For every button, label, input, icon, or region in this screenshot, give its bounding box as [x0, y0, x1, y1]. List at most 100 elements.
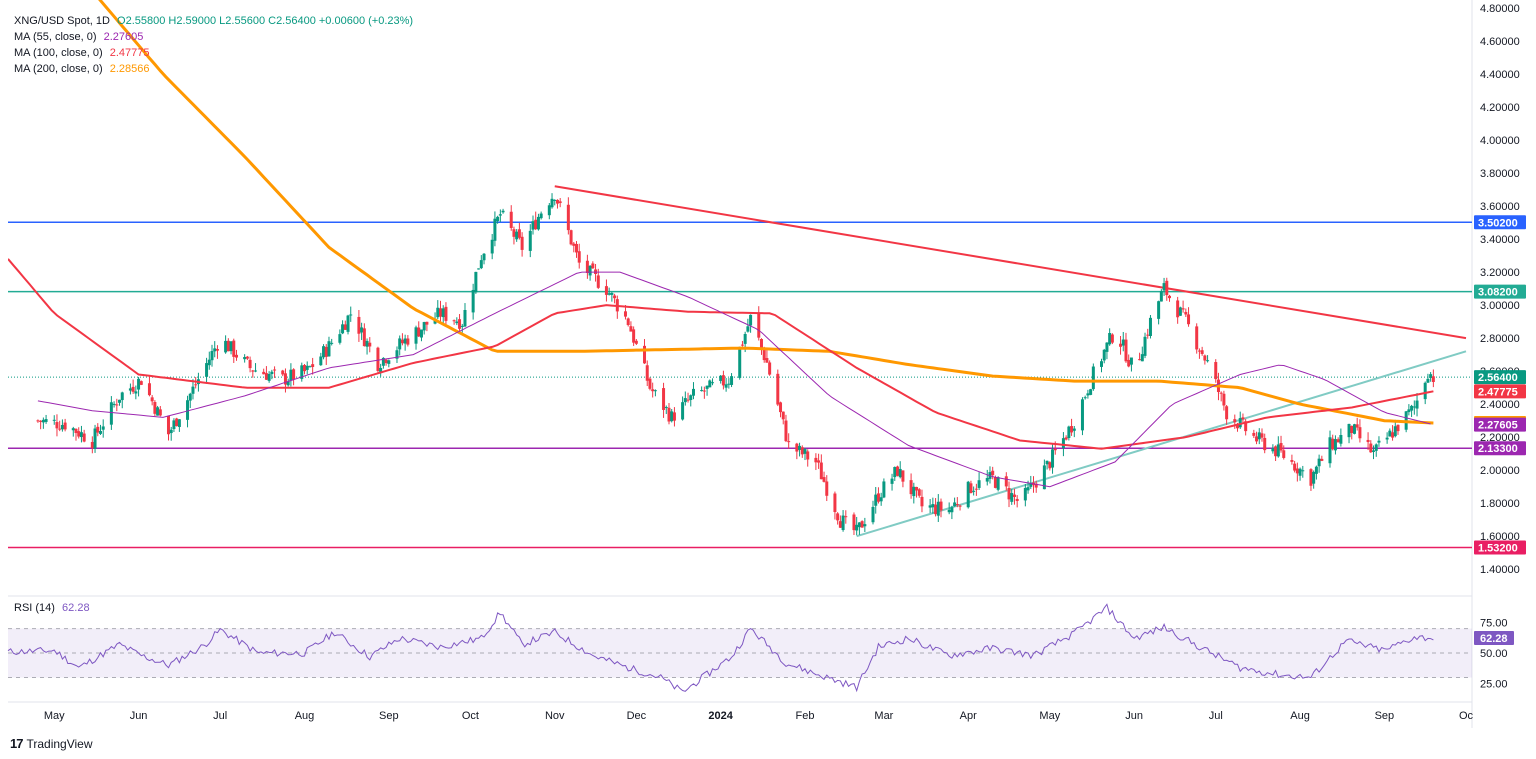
- ma100-value: 2.47775: [109, 47, 150, 59]
- candle-body: [1407, 409, 1411, 413]
- candle-body: [1263, 437, 1267, 451]
- candle-body: [702, 390, 706, 392]
- candle-body: [302, 365, 306, 372]
- candle-body: [972, 490, 976, 492]
- candle-body: [1328, 437, 1332, 464]
- candle-body: [283, 373, 287, 385]
- candle-body: [1295, 468, 1299, 474]
- rsi-legend[interactable]: RSI (14) 62.28: [14, 602, 90, 614]
- candle-body: [531, 221, 535, 230]
- candle-body: [305, 365, 309, 370]
- ma100-label: MA (100, close, 0): [14, 47, 103, 59]
- candle-body: [52, 419, 56, 421]
- price-tick-label: 2.00000: [1480, 465, 1520, 477]
- candle-body: [1187, 314, 1191, 325]
- candle-body: [787, 441, 791, 443]
- candle-body: [898, 468, 902, 478]
- time-tick-label: Sep: [379, 710, 399, 722]
- candle-body: [79, 432, 83, 438]
- candle-body: [795, 443, 799, 452]
- candle-body: [463, 309, 467, 327]
- candle-body: [1415, 400, 1419, 409]
- candle-body: [118, 399, 122, 403]
- candle-body: [1350, 425, 1354, 433]
- candle-body: [1290, 459, 1294, 462]
- candle-body: [1355, 424, 1359, 428]
- candle-body: [207, 359, 211, 366]
- rsi-badge: [1474, 631, 1514, 646]
- candle-body: [1053, 448, 1057, 451]
- candle-body: [719, 375, 723, 381]
- candle-body: [1070, 426, 1074, 433]
- price-tick-label: 3.80000: [1480, 168, 1520, 180]
- candle-body: [1007, 487, 1011, 500]
- candles: [36, 193, 1435, 536]
- ma55-line: [37, 271, 1431, 488]
- candle-body: [131, 386, 135, 392]
- candle-body: [41, 419, 45, 423]
- candle-body: [689, 395, 693, 401]
- candle-body: [577, 251, 581, 263]
- candle-body: [928, 505, 932, 508]
- candle-body: [798, 445, 802, 450]
- candle-body: [974, 488, 978, 490]
- candle-body: [1203, 355, 1207, 361]
- candle-body: [172, 420, 176, 430]
- price-tick-label: 4.80000: [1480, 3, 1520, 15]
- candle-body: [150, 397, 154, 402]
- candle-body: [724, 384, 728, 388]
- ma200-row[interactable]: MA (200, close, 0) 2.28566: [14, 61, 413, 77]
- candle-body: [817, 460, 821, 463]
- candle-body: [311, 364, 315, 367]
- candle-body: [1102, 349, 1106, 361]
- time-tick-label: May: [1039, 710, 1060, 722]
- candle-body: [71, 428, 75, 431]
- candle-body: [604, 286, 608, 295]
- candle-body: [920, 496, 924, 507]
- trendline: [554, 185, 1467, 340]
- candle-body: [1195, 326, 1199, 350]
- candle-body: [444, 306, 448, 321]
- candle-body: [498, 214, 502, 216]
- candle-body: [931, 504, 935, 508]
- candle-body: [166, 415, 170, 435]
- candle-body: [857, 522, 861, 528]
- candle-body: [629, 326, 633, 332]
- candle-body: [186, 400, 190, 420]
- candle-body: [863, 524, 867, 527]
- candle-body: [1410, 405, 1414, 411]
- candle-body: [1168, 295, 1172, 299]
- candle-body: [841, 515, 845, 531]
- candle-body: [1352, 424, 1356, 434]
- candle-body: [936, 501, 940, 516]
- candle-body: [349, 314, 353, 316]
- candle-body: [730, 376, 734, 385]
- ma55-row[interactable]: MA (55, close, 0) 2.27605: [14, 29, 413, 45]
- candle-body: [1127, 359, 1131, 367]
- candle-body: [1086, 393, 1090, 396]
- symbol-title[interactable]: XNG/USD Spot, 1D: [14, 15, 110, 27]
- candle-body: [1301, 470, 1305, 472]
- candle-body: [101, 426, 105, 430]
- candle-body: [1429, 374, 1433, 378]
- ma200-value: 2.28566: [109, 63, 150, 75]
- candle-body: [555, 199, 559, 204]
- ma100-row[interactable]: MA (100, close, 0) 2.47775: [14, 45, 413, 61]
- candle-body: [539, 213, 543, 219]
- price-tick-label: 3.00000: [1480, 300, 1520, 312]
- chart-legend: XNG/USD Spot, 1D O2.55800 H2.59000 L2.55…: [14, 13, 413, 77]
- candle-body: [784, 420, 788, 442]
- candle-body: [776, 373, 780, 405]
- tradingview-brand[interactable]: 17 TradingView: [10, 736, 93, 751]
- candle-body: [566, 204, 570, 231]
- ma100-line: [8, 258, 1434, 450]
- candle-body: [194, 384, 198, 386]
- candle-body: [1061, 438, 1065, 449]
- candle-body: [1004, 476, 1008, 487]
- candle-body: [1157, 301, 1161, 319]
- candle-body: [844, 516, 848, 518]
- candle-body: [365, 340, 369, 347]
- candle-body: [1162, 283, 1166, 291]
- brand-name: TradingView: [26, 736, 93, 751]
